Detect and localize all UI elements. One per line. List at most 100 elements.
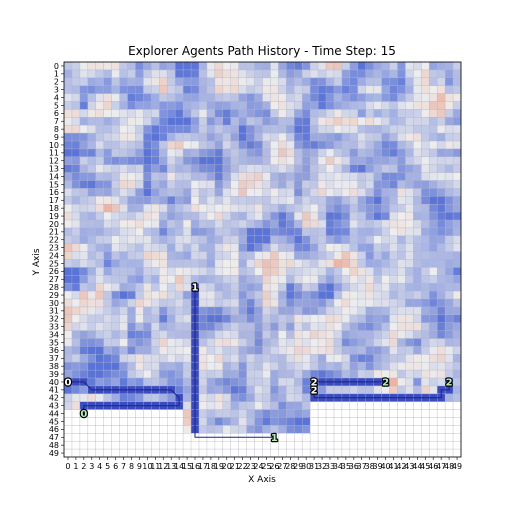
heatmap-cell — [111, 330, 120, 339]
heatmap-cell — [127, 212, 136, 221]
heatmap-cell — [310, 69, 319, 78]
heatmap-cell — [206, 212, 215, 221]
heatmap-cell — [103, 62, 112, 70]
heatmap-cell — [286, 314, 295, 323]
heatmap-cell — [71, 196, 80, 205]
heatmap-cell — [333, 148, 342, 157]
heatmap-cell — [175, 275, 184, 284]
heatmap-cell — [103, 109, 112, 118]
heatmap-cell — [103, 141, 112, 149]
heatmap-cell — [413, 196, 422, 205]
heatmap-cell — [214, 417, 223, 426]
heatmap-cell — [310, 196, 319, 205]
heatmap-cell — [389, 417, 398, 426]
heatmap-cell — [119, 338, 128, 347]
heatmap-cell — [111, 212, 120, 221]
heatmap-cell — [159, 433, 168, 442]
heatmap-cell — [246, 141, 255, 149]
heatmap-cell — [262, 441, 271, 450]
heatmap-cell — [87, 299, 96, 307]
heatmap-cell — [445, 283, 454, 292]
heatmap-cell — [87, 85, 96, 94]
heatmap-cell — [445, 425, 454, 434]
heatmap-cell — [95, 267, 104, 276]
heatmap-cell — [326, 417, 335, 426]
heatmap-cell — [294, 235, 303, 244]
heatmap-cell — [167, 299, 176, 307]
heatmap-cell — [310, 180, 319, 189]
heatmap-cell — [222, 251, 231, 260]
heatmap-cell — [365, 141, 374, 149]
heatmap-cell — [246, 69, 255, 78]
heatmap-cell — [437, 93, 446, 102]
heatmap-cell — [381, 417, 390, 426]
x-tick-label: 38 — [365, 462, 375, 471]
x-tick-label: 11 — [150, 462, 160, 471]
heatmap-cell — [445, 69, 454, 78]
heatmap-cell — [437, 267, 446, 276]
heatmap-cell — [198, 378, 207, 386]
heatmap-cell — [349, 243, 358, 252]
heatmap-cell — [445, 125, 454, 134]
heatmap-cell — [270, 267, 279, 276]
heatmap-cell — [421, 299, 430, 307]
heatmap-cell — [230, 409, 239, 418]
heatmap-cell — [413, 338, 422, 347]
heatmap-cell — [79, 370, 88, 379]
heatmap-cell — [214, 449, 223, 458]
heatmap-cell — [262, 101, 271, 110]
heatmap-cell — [64, 299, 72, 307]
heatmap-cell — [238, 393, 247, 402]
heatmap-cell — [278, 409, 287, 418]
agent-label: 2 — [446, 377, 453, 388]
heatmap-cell — [79, 204, 88, 213]
heatmap-cell — [143, 101, 152, 110]
heatmap-cell — [294, 259, 303, 268]
heatmap-cell — [278, 141, 287, 149]
heatmap-cell — [341, 433, 350, 442]
heatmap-cell — [302, 354, 311, 363]
heatmap-cell — [445, 62, 454, 70]
heatmap-cell — [326, 93, 335, 102]
heatmap-cell — [127, 354, 136, 363]
heatmap-cell — [302, 69, 311, 78]
heatmap-cell — [246, 409, 255, 418]
heatmap-cell — [389, 227, 398, 236]
heatmap-cell — [302, 227, 311, 236]
heatmap-cell — [151, 314, 160, 323]
heatmap-cell — [373, 283, 382, 292]
heatmap-cell — [230, 299, 239, 307]
heatmap-cell — [111, 378, 120, 386]
heatmap-cell — [429, 62, 438, 70]
heatmap-cell — [397, 370, 406, 379]
heatmap-cell — [286, 180, 295, 189]
heatmap-cell — [214, 259, 223, 268]
x-tick-label: 1 — [73, 462, 78, 471]
heatmap-cell — [349, 133, 358, 142]
heatmap-cell — [341, 77, 350, 86]
heatmap-cell — [167, 243, 176, 252]
heatmap-cell — [87, 117, 96, 126]
heatmap-cell — [254, 370, 263, 379]
heatmap-cell — [445, 306, 454, 315]
heatmap-cell — [206, 306, 215, 315]
heatmap-cell — [254, 220, 263, 228]
heatmap-cell — [119, 235, 128, 244]
heatmap-cell — [349, 449, 358, 458]
heatmap-cell — [198, 401, 207, 410]
heatmap-cell — [198, 77, 207, 86]
heatmap-cell — [341, 362, 350, 371]
heatmap-cell — [198, 141, 207, 149]
heatmap-cell — [373, 172, 382, 181]
heatmap-cell — [135, 243, 144, 252]
heatmap-cell — [127, 346, 136, 355]
heatmap-cell — [270, 164, 279, 173]
heatmap-cell — [373, 243, 382, 252]
heatmap-cell — [270, 141, 279, 149]
heatmap-cell — [270, 385, 279, 394]
heatmap-cell — [333, 69, 342, 78]
heatmap-cell — [198, 204, 207, 213]
heatmap-cell — [429, 378, 438, 386]
heatmap-cell — [198, 69, 207, 78]
heatmap-cell — [262, 354, 271, 363]
